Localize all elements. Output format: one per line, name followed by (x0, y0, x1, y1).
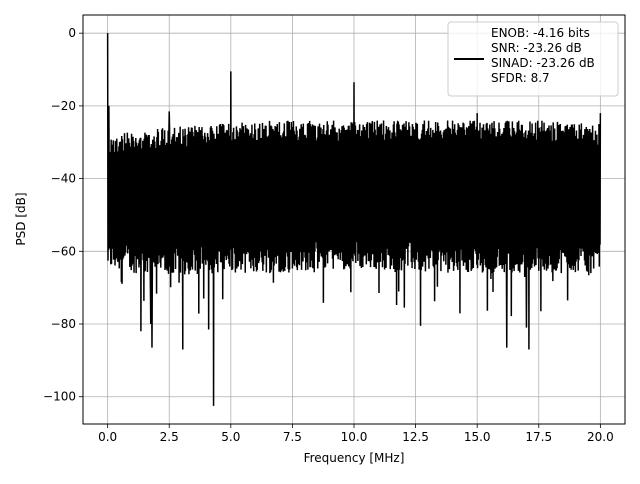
legend-box (447, 21, 619, 97)
legend-metric-line: SFDR: 8.7 (491, 71, 550, 85)
x-tick-label: 5.0 (221, 430, 240, 444)
x-tick-label: 2.5 (160, 430, 179, 444)
psd-trace (106, 33, 602, 406)
tick-layer: 0.0 2.5 5.0 7.5 10.0 12.5 15.0 17.5 20.0 0 −20 −40 −… (43, 26, 614, 444)
y-tick-label: −100 (43, 390, 76, 404)
legend: ENOB: -4.16 bits SNR: -23.26 dB SINAD: -23… (447, 21, 619, 97)
x-tick-label: 10.0 (341, 430, 368, 444)
x-axis-label: Frequency [MHz] (304, 451, 405, 465)
x-tick-label: 17.5 (525, 430, 552, 444)
legend-metric-line: SNR: -23.26 dB (491, 41, 582, 55)
x-tick-label: 15.0 (464, 430, 491, 444)
y-tick-label: 0 (68, 26, 76, 40)
y-tick-label: −40 (51, 172, 76, 186)
x-tick-label: 7.5 (283, 430, 302, 444)
x-tick-label: 20.0 (587, 430, 614, 444)
x-tick-label: 0.0 (98, 430, 117, 444)
legend-metric-line: ENOB: -4.16 bits (491, 26, 590, 40)
y-tick-label: −20 (51, 99, 76, 113)
y-axis-label: PSD [dB] (14, 192, 28, 245)
y-tick-label: −60 (51, 244, 76, 258)
legend-metric-line: SINAD: -23.26 dB (491, 56, 595, 70)
y-tick-label: −80 (51, 317, 76, 331)
trace-layer (106, 33, 602, 406)
x-tick-label: 12.5 (402, 430, 429, 444)
legend-label: ENOB: -4.16 bits SNR: -23.26 dB SINAD: -23… (491, 26, 595, 85)
